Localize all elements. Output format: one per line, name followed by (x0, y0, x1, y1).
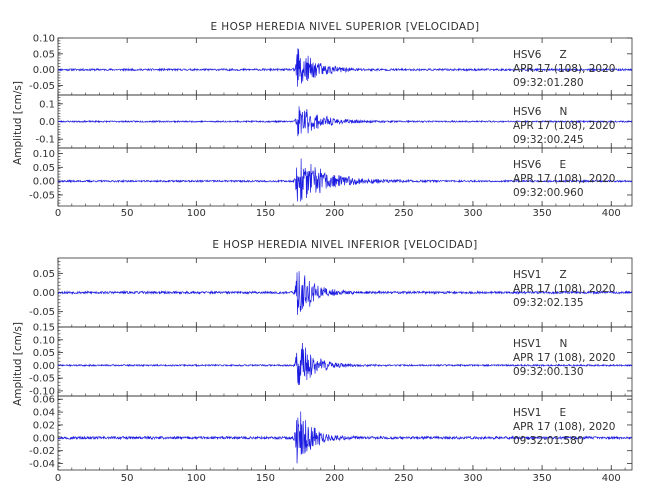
panel-hsv6-n: 0.1 0.0 -0.1 HSV6 N APR 17 (108), 2020 09:32:0… (35, 94, 633, 149)
trace-line (57, 411, 633, 464)
y-tick-label: 0.10 (33, 149, 55, 160)
x-tick-label: 150 (256, 473, 275, 484)
station-name: HSV1 (513, 338, 541, 350)
station-channel-label: HSV1 E (513, 407, 566, 419)
y-tick-label: 0.1 (39, 99, 55, 110)
y-tick-label: -0.05 (29, 307, 55, 318)
y-tick-label: -0.1 (35, 135, 55, 146)
y-tick-label: 0.15 (33, 323, 55, 334)
x-tick-label: 50 (121, 473, 134, 484)
trace-line (57, 106, 633, 137)
y-tick-label: 0.10 (33, 34, 55, 45)
x-tick-label: 350 (533, 473, 552, 484)
panel-hsv1-e: 0.06 0.040.02 0.00 -0.02 -0.04 HSV1 E APR 17 (1… (29, 395, 633, 471)
y-tick-label: -0.04 (29, 459, 55, 470)
trace-line (57, 158, 633, 202)
y-tick-label: -0.02 (29, 446, 55, 457)
y-tick-label: 0.00 (33, 177, 55, 188)
channel-name: Z (559, 269, 566, 281)
date-label: APR 17 (108), 2020 (513, 283, 615, 295)
y-tick-label: 0.05 (33, 49, 55, 60)
station-name: HSV1 (513, 407, 541, 419)
station-name: HSV1 (513, 269, 541, 281)
x-tick-label: 250 (394, 473, 413, 484)
figure-title: E HOSP HEREDIA NIVEL INFERIOR [VELOCIDAD… (212, 239, 477, 251)
y-axis-label: Amplitud [cm/s] (12, 81, 24, 165)
channel-name: N (559, 106, 567, 118)
y-tick-label: 0.0 (39, 117, 55, 128)
y-tick-label: -0.05 (29, 374, 55, 385)
x-tick-label: 200 (325, 208, 344, 219)
x-tick-label: 50 (121, 208, 134, 219)
x-tick-label: 350 (533, 208, 552, 219)
channel-name: E (559, 407, 566, 419)
y-tick-label: 0.05 (33, 348, 55, 359)
x-tick-label: 150 (256, 208, 275, 219)
channel-name: N (559, 338, 567, 350)
x-tick-label: 200 (325, 473, 344, 484)
y-tick-label: -0.05 (29, 81, 55, 92)
station-name: HSV6 (513, 159, 542, 171)
station-channel-label: HSV1 N (513, 338, 567, 350)
station-name: HSV6 (513, 106, 542, 118)
y-tick-label: 0.04 (33, 408, 55, 419)
x-tick-label: 300 (463, 473, 482, 484)
date-label: APR 17 (108), 2020 (513, 173, 615, 185)
panel-frame (57, 395, 633, 471)
x-tick-label: 300 (463, 208, 482, 219)
station-channel-label: HSV1 Z (513, 269, 567, 281)
y-tick-label: 0.10 (33, 335, 55, 346)
channel-name: Z (559, 49, 566, 61)
y-tick-label: 0.00 (33, 288, 55, 299)
x-tick-label: 250 (394, 208, 413, 219)
x-tick-label: 0 (55, 208, 61, 219)
figure-title: E HOSP HEREDIA NIVEL SUPERIOR [VELOCIDAD… (211, 21, 480, 33)
x-tick-label: 400 (602, 208, 621, 219)
y-tick-label: -0.10 (29, 386, 55, 397)
y-tick-label: 0.00 (33, 361, 55, 372)
x-tick-label: 100 (187, 473, 206, 484)
y-tick-label: 0.00 (33, 433, 55, 444)
y-tick-label: 0.00 (33, 65, 55, 76)
station-channel-label: HSV6 Z (513, 49, 567, 61)
y-axis-label: Amplitud [cm/s] (12, 322, 24, 406)
figure-2: E HOSP HEREDIA NIVEL INFERIOR [VELOCIDAD… (12, 239, 633, 484)
date-label: APR 17 (108), 2020 (513, 352, 615, 364)
x-tick-label: 400 (602, 473, 621, 484)
date-label: APR 17 (108), 2020 (513, 120, 615, 132)
y-tick-label: 0.05 (33, 269, 55, 280)
panel-hsv6-e: 0.10 0.05 0.00 -0.05 HSV6 E APR 17 (108), 2020… (29, 147, 633, 207)
date-label: APR 17 (108), 2020 (513, 63, 615, 75)
panel-hsv6-z: 0.10 0.05 0.00 -0.05 HSV6 Z APR 17 (108), 2020… (29, 34, 633, 96)
panel-hsv1-z: 0.05 0.00 -0.05 HSV1 Z APR 17 (108), 2020 09:3… (29, 257, 633, 328)
x-tick-label: 0 (55, 473, 61, 484)
time-label: 09:32:02.135 (513, 297, 584, 309)
y-tick-label: 0.05 (33, 163, 55, 174)
time-label: 09:32:01.280 (513, 77, 584, 89)
channel-name: E (559, 159, 566, 171)
trace-line (57, 271, 633, 315)
time-label: 09:32:01.580 (513, 435, 584, 447)
station-name: HSV6 (513, 49, 542, 61)
trace-line (57, 48, 633, 87)
figure-1: E HOSP HEREDIA NIVEL SUPERIOR [VELOCIDAD… (12, 21, 633, 219)
panel-hsv1-n: 0.150.10 0.05 0.00 -0.05-0.10 HSV1 N APR 17 (1… (29, 323, 633, 397)
y-tick-label: 0.06 (33, 395, 55, 406)
station-channel-label: HSV6 N (513, 106, 567, 118)
time-label: 09:32:00.960 (513, 187, 584, 199)
date-label: APR 17 (108), 2020 (513, 421, 615, 433)
y-tick-label: 0.02 (33, 420, 55, 431)
time-label: 09:32:00.245 (513, 134, 584, 146)
x-tick-label: 100 (187, 208, 206, 219)
trace-line (57, 343, 633, 386)
y-tick-label: -0.05 (29, 190, 55, 201)
time-label: 09:32:00.130 (513, 366, 584, 378)
station-channel-label: HSV6 E (513, 159, 566, 171)
